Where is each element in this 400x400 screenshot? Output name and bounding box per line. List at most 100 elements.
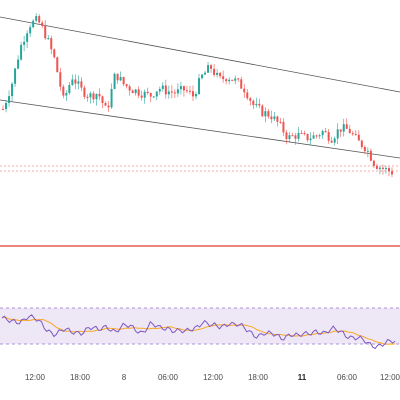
candle-body	[216, 72, 219, 75]
candle-body	[255, 103, 258, 106]
candle-body	[122, 76, 125, 85]
candle-body	[300, 132, 303, 134]
time-axis: 12:00 18:00 8 06:00 12:00 18:00 11 06:00…	[25, 373, 400, 382]
time-tick: 8	[122, 373, 127, 382]
candle-body	[306, 133, 309, 141]
candle-body	[167, 91, 170, 95]
candle-body	[264, 111, 267, 117]
candle-body	[391, 171, 393, 175]
candle-body	[107, 105, 110, 108]
candle-body	[164, 85, 167, 95]
candle-body	[222, 76, 225, 80]
candle-body	[261, 105, 264, 117]
candle-body	[53, 49, 56, 58]
candle-body	[285, 132, 288, 139]
candle-body	[297, 132, 300, 139]
candle-body	[113, 73, 116, 89]
candle-body	[366, 150, 369, 152]
candle-body	[80, 81, 83, 88]
channel-upper-line	[0, 16, 400, 93]
candle-body	[2, 108, 4, 110]
price-pane[interactable]	[0, 0, 400, 290]
candle-body	[17, 59, 20, 69]
candle-body	[191, 91, 194, 97]
candle-body	[62, 86, 65, 96]
time-tick: 18:00	[248, 373, 269, 382]
candle-body	[318, 135, 321, 137]
candle-body	[276, 116, 279, 122]
candle-body	[74, 79, 77, 84]
candle-body	[339, 129, 342, 132]
rsi-line	[1, 314, 396, 350]
candle-body	[68, 84, 71, 93]
candle-body	[56, 57, 59, 73]
candle-body	[207, 65, 210, 73]
candle-body	[50, 38, 53, 50]
time-tick: 18:00	[70, 373, 91, 382]
candle-body	[219, 72, 222, 77]
candle-body	[179, 86, 182, 90]
candle-body	[270, 116, 273, 120]
candle-body	[321, 131, 324, 136]
candle-body	[89, 93, 92, 98]
candle-body	[32, 20, 35, 28]
candle-body	[143, 91, 146, 98]
candle-body	[348, 128, 351, 134]
candle-body	[213, 68, 216, 75]
candle-body	[387, 168, 390, 172]
candle-body	[65, 92, 68, 96]
candle-body	[303, 133, 306, 135]
candle-body	[161, 85, 164, 89]
candle-body	[231, 79, 234, 81]
rsi-pane[interactable]	[0, 298, 400, 360]
candle-body	[309, 138, 312, 141]
candle-body	[146, 91, 149, 94]
candle-body	[8, 96, 11, 103]
candle-body	[92, 93, 95, 100]
time-tick-day: 11	[298, 373, 307, 382]
candle-body	[158, 88, 161, 92]
candle-body	[369, 150, 372, 161]
candle-body	[38, 16, 41, 23]
candle-body	[351, 133, 354, 135]
candle-body	[152, 96, 155, 98]
candle-body	[131, 90, 134, 94]
candle-body	[194, 94, 197, 97]
time-tick: 12:00	[380, 373, 400, 382]
candle-body	[315, 135, 318, 137]
time-tick: 12:00	[25, 373, 46, 382]
candle-body	[327, 132, 330, 141]
candle-body	[44, 26, 47, 39]
channel-lower-line	[0, 99, 400, 159]
candle-body	[35, 16, 38, 21]
candle-body	[47, 38, 50, 40]
candle-body	[363, 147, 366, 152]
candle-body	[357, 134, 360, 141]
candle-body	[384, 168, 387, 170]
candle-body	[381, 167, 384, 169]
candle-body	[14, 68, 17, 84]
candle-body	[333, 138, 336, 143]
candle-body	[95, 93, 98, 100]
candle-body	[243, 88, 246, 93]
candle-body	[345, 124, 348, 129]
candle-body	[26, 33, 29, 42]
candle-body	[342, 124, 345, 132]
candle-body	[360, 140, 363, 148]
candle-body	[198, 78, 201, 95]
candle-body	[258, 103, 261, 106]
candle-body	[246, 92, 249, 99]
candle-body	[98, 93, 101, 97]
candle-body	[372, 160, 375, 166]
candle-body	[137, 89, 140, 96]
candle-body	[204, 72, 207, 75]
candle-body	[155, 91, 158, 97]
candle-body	[324, 131, 327, 133]
candles-layer	[2, 13, 393, 178]
candle-body	[294, 135, 297, 139]
candle-body	[336, 129, 339, 139]
candle-body	[176, 89, 179, 94]
rsi-ma-line	[1, 316, 396, 345]
candle-body	[29, 27, 32, 34]
